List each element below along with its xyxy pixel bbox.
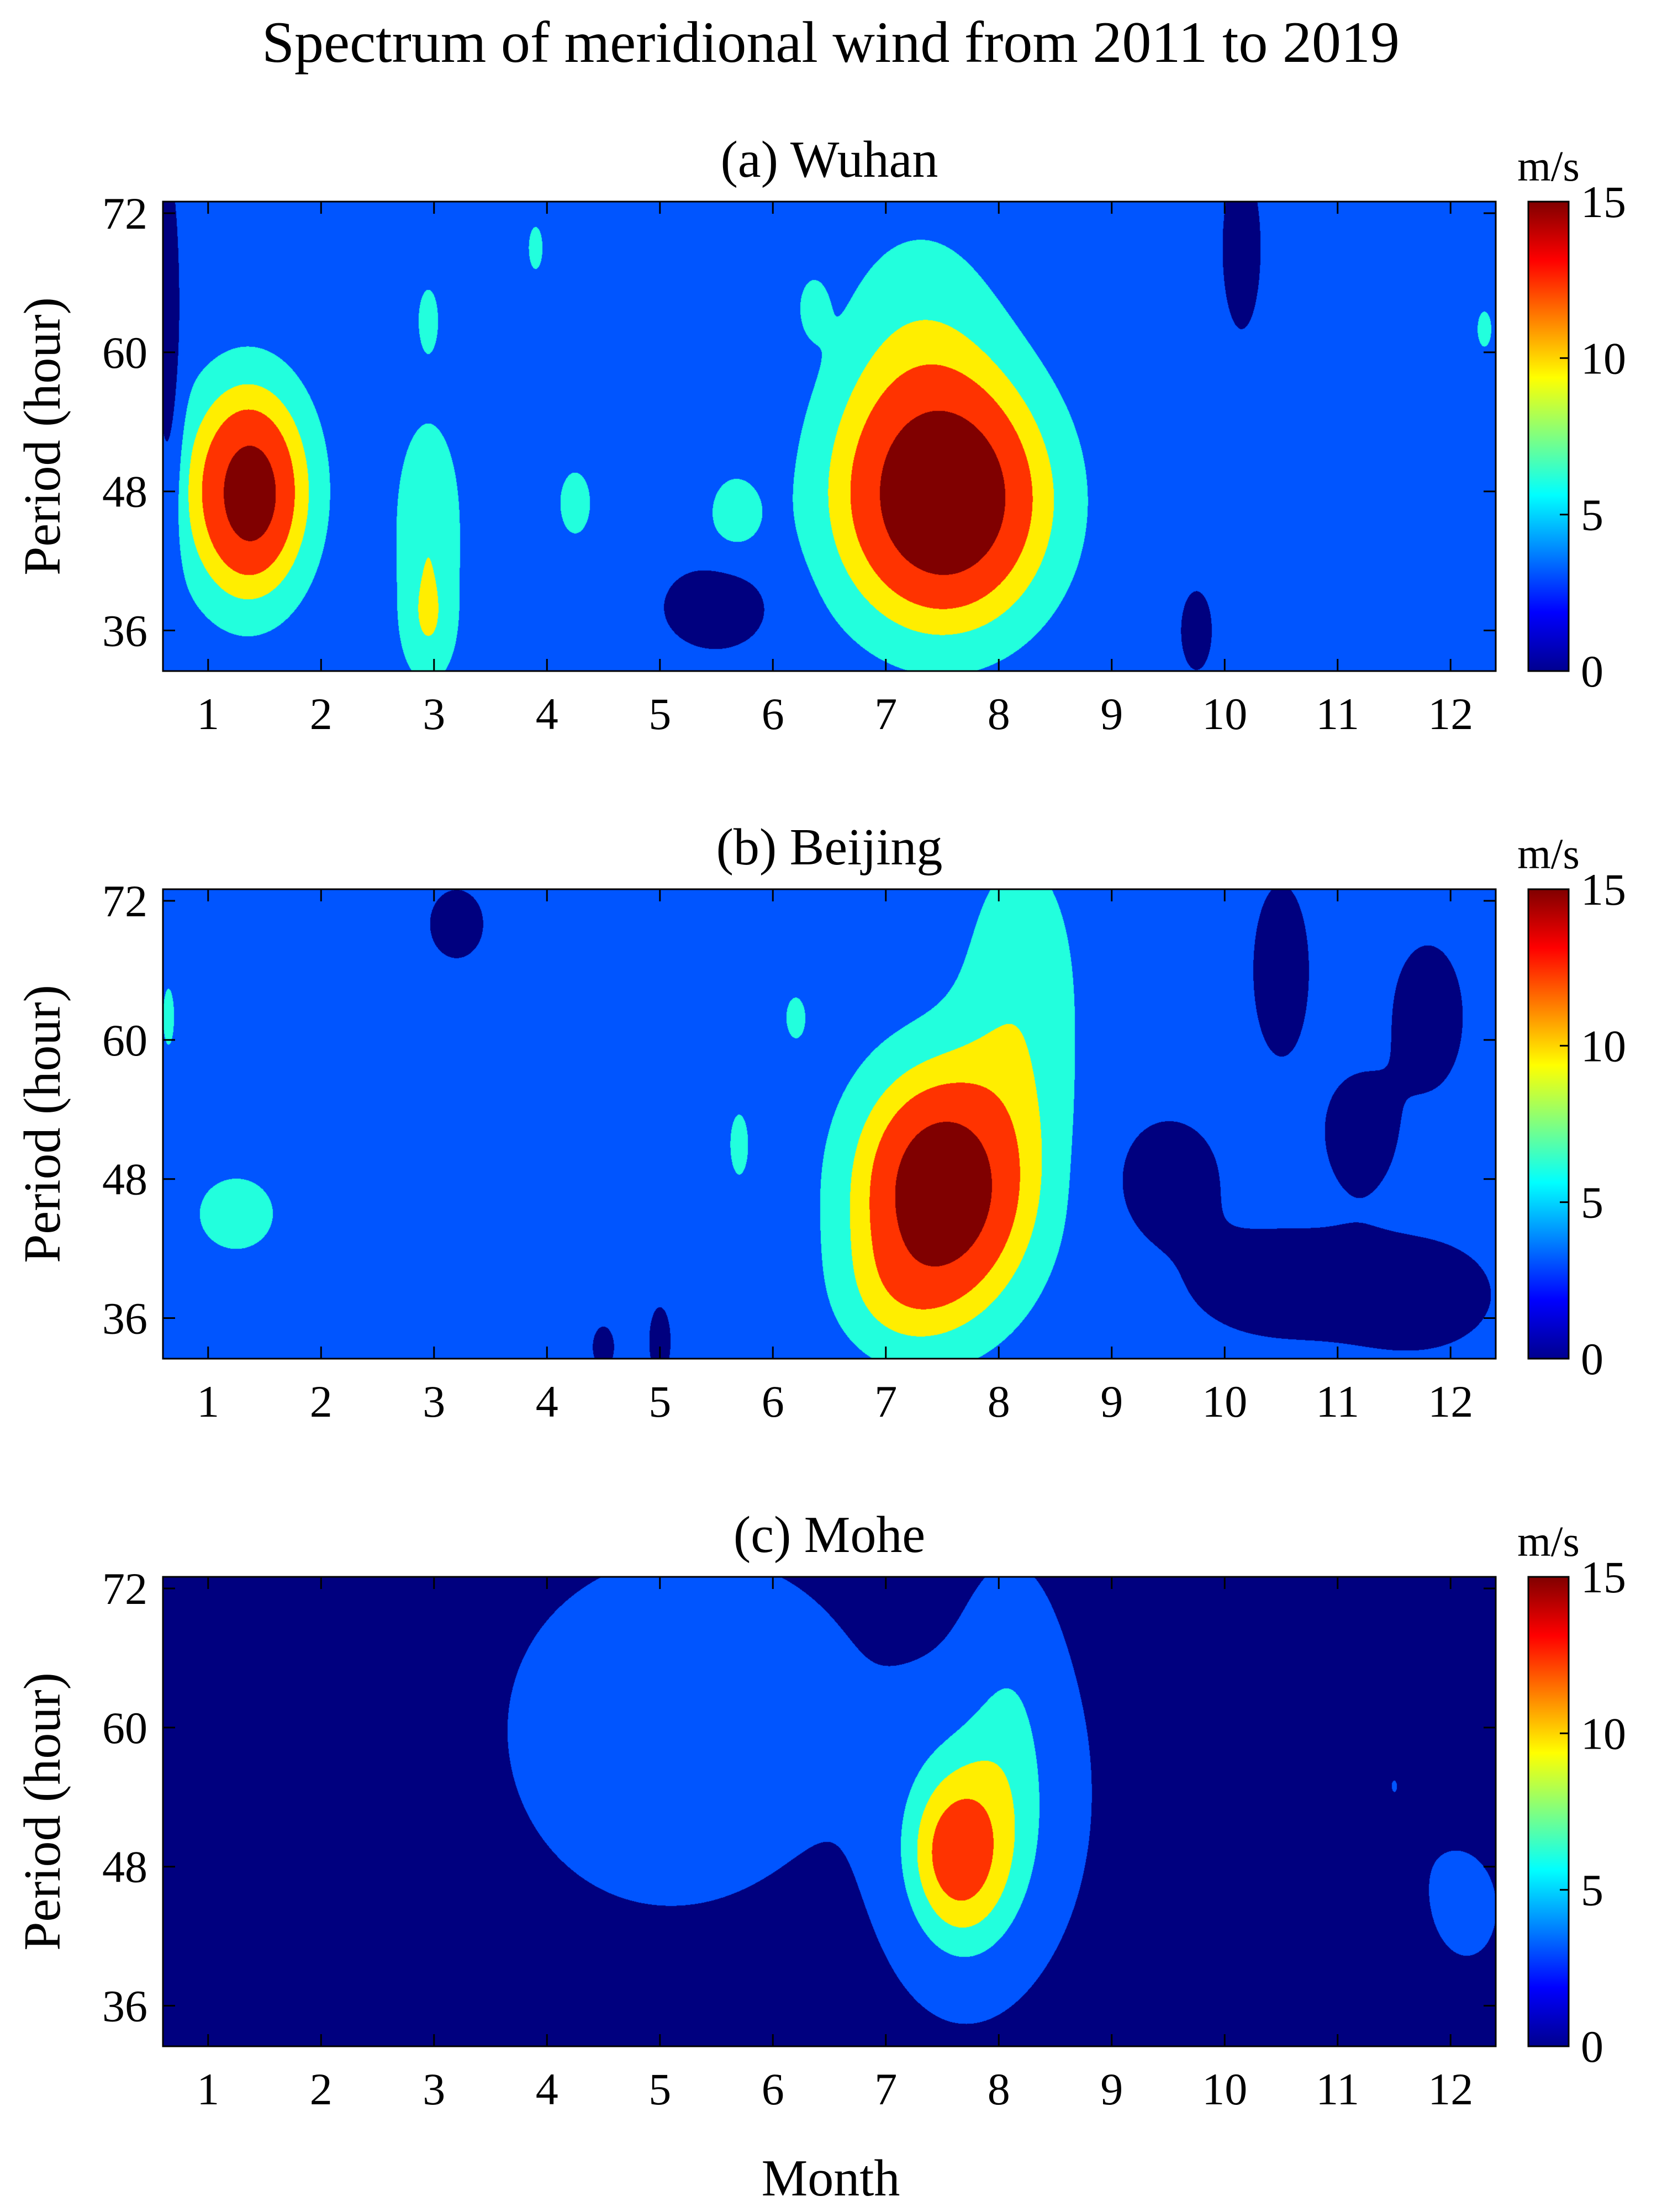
colorbar: 0 5 10 15m/s bbox=[1517, 1517, 1626, 2072]
y-tick-label: 48 bbox=[102, 1842, 147, 1892]
x-tick-label: 10 bbox=[1202, 2064, 1247, 2114]
colorbar-frame bbox=[1527, 888, 1570, 1360]
colorbar-tick-label: 10 bbox=[1581, 1021, 1626, 1071]
x-tick-label: 5 bbox=[648, 1376, 671, 1427]
y-tick-label: 48 bbox=[102, 467, 147, 517]
plot-frame bbox=[162, 1576, 1497, 2047]
x-axis-label: Month bbox=[762, 2150, 900, 2207]
colorbar-gradient bbox=[1528, 1577, 1569, 2046]
x-tick-label: 3 bbox=[423, 1376, 445, 1427]
y-axis-label: Period (hour) bbox=[14, 1672, 71, 1951]
figure-title: Spectrum of meridional wind from 2011 to… bbox=[262, 10, 1400, 75]
x-tick-label: 10 bbox=[1202, 1376, 1247, 1427]
colorbar-tick-label: 15 bbox=[1581, 177, 1626, 227]
colorbar-tick-label: 15 bbox=[1581, 864, 1626, 915]
x-tick-label: 6 bbox=[762, 689, 784, 739]
colorbar-frame bbox=[1527, 200, 1570, 672]
y-tick-label: 72 bbox=[102, 1564, 147, 1614]
colorbar-tick-label: 15 bbox=[1581, 1552, 1626, 1602]
y-tick-label: 36 bbox=[102, 1981, 147, 2031]
x-tick-label: 10 bbox=[1202, 689, 1247, 739]
colorbar-tick-label: 0 bbox=[1581, 646, 1603, 696]
plot-frame bbox=[162, 200, 1497, 672]
colorbar-tick-label: 5 bbox=[1581, 490, 1603, 540]
colorbar-unit-label: m/s bbox=[1517, 1517, 1580, 1565]
x-tick-label: 4 bbox=[536, 2064, 558, 2114]
x-tick-label: 9 bbox=[1100, 2064, 1123, 2114]
panel-title: (c) Mohe bbox=[734, 1506, 925, 1564]
x-tick-label: 9 bbox=[1100, 689, 1123, 739]
x-tick-label: 3 bbox=[423, 689, 445, 739]
x-tick-label: 5 bbox=[648, 689, 671, 739]
x-tick-label: 12 bbox=[1428, 1376, 1473, 1427]
x-tick-label: 7 bbox=[874, 689, 897, 739]
colorbar-tick-label: 0 bbox=[1581, 2021, 1603, 2072]
y-tick-label: 36 bbox=[102, 606, 147, 656]
x-tick-label: 5 bbox=[648, 2064, 671, 2114]
colorbar-tick-label: 10 bbox=[1581, 333, 1626, 383]
colorbar-unit-label: m/s bbox=[1517, 142, 1580, 190]
colorbar-frame bbox=[1527, 1576, 1570, 2047]
x-tick-label: 4 bbox=[536, 1376, 558, 1427]
x-tick-label: 6 bbox=[762, 2064, 784, 2114]
x-tick-label: 11 bbox=[1316, 1376, 1359, 1427]
y-tick-label: 48 bbox=[102, 1154, 147, 1205]
y-axis-label: Period (hour) bbox=[14, 985, 71, 1263]
plot-frame bbox=[162, 888, 1497, 1360]
x-tick-label: 1 bbox=[197, 2064, 219, 2114]
colorbar-tick-label: 5 bbox=[1581, 1865, 1603, 1915]
heatmap-field bbox=[163, 202, 1496, 671]
colorbar-gradient bbox=[1528, 889, 1569, 1359]
colorbar-gradient bbox=[1528, 202, 1569, 671]
x-tick-label: 2 bbox=[310, 1376, 333, 1427]
x-tick-label: 2 bbox=[310, 2064, 333, 2114]
x-tick-label: 7 bbox=[874, 2064, 897, 2114]
panel-title: (a) Wuhan bbox=[721, 131, 938, 188]
colorbar-tick-label: 10 bbox=[1581, 1708, 1626, 1759]
y-tick-label: 72 bbox=[102, 188, 147, 239]
x-tick-label: 8 bbox=[988, 689, 1010, 739]
colorbar-tick-label: 0 bbox=[1581, 1334, 1603, 1384]
colorbar-unit-label: m/s bbox=[1517, 830, 1580, 878]
colorbar: 0 5 10 15m/s bbox=[1517, 142, 1626, 696]
x-tick-label: 12 bbox=[1428, 689, 1473, 739]
x-tick-label: 9 bbox=[1100, 1376, 1123, 1427]
x-tick-label: 12 bbox=[1428, 2064, 1473, 2114]
x-tick-label: 1 bbox=[197, 1376, 219, 1427]
colorbar: 0 5 10 15m/s bbox=[1517, 830, 1626, 1384]
x-tick-label: 8 bbox=[988, 2064, 1010, 2114]
x-tick-label: 6 bbox=[762, 1376, 784, 1427]
x-tick-label: 1 bbox=[197, 689, 219, 739]
heatmap-field bbox=[163, 1577, 1496, 2046]
heatmap-field bbox=[163, 889, 1496, 1359]
x-tick-label: 8 bbox=[988, 1376, 1010, 1427]
x-tick-label: 11 bbox=[1316, 689, 1359, 739]
x-tick-label: 3 bbox=[423, 2064, 445, 2114]
panel-title: (b) Beijing bbox=[716, 819, 943, 876]
y-tick-label: 72 bbox=[102, 876, 147, 926]
x-tick-label: 11 bbox=[1316, 2064, 1359, 2114]
y-tick-label: 36 bbox=[102, 1294, 147, 1344]
y-tick-label: 60 bbox=[102, 328, 147, 378]
y-tick-label: 60 bbox=[102, 1015, 147, 1065]
x-tick-label: 2 bbox=[310, 689, 333, 739]
x-tick-label: 7 bbox=[874, 1376, 897, 1427]
y-axis-label: Period (hour) bbox=[14, 297, 71, 576]
y-tick-label: 60 bbox=[102, 1703, 147, 1753]
colorbar-tick-label: 5 bbox=[1581, 1178, 1603, 1228]
x-tick-label: 4 bbox=[536, 689, 558, 739]
